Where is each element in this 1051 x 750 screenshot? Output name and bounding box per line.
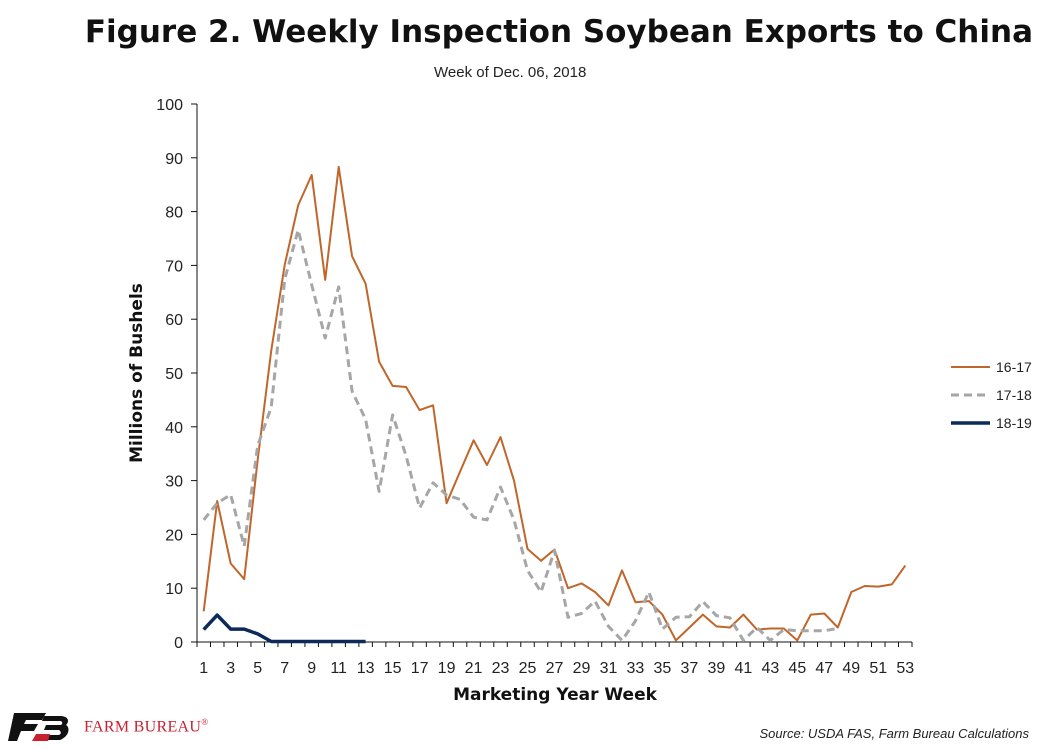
x-tick-label: 45 (788, 660, 806, 677)
plot-area (202, 165, 907, 644)
y-axis-title: Millions of Bushels (127, 283, 147, 463)
x-tick-label: 51 (869, 660, 887, 677)
x-tick-label: 23 (492, 660, 510, 677)
chart-subtitle: Week of Dec. 06, 2018 (434, 64, 587, 81)
x-tick-label: 47 (815, 660, 833, 677)
x-axis: 1 3 5 7 9 11 13 15 17 19 21 23 25 27 29 31 33 35 37 39 41 43 4… (196, 641, 914, 677)
x-tick-label: 3 (226, 660, 235, 677)
y-tick-label: 0 (174, 635, 183, 652)
x-tick-label: 39 (707, 660, 725, 677)
legend-label-17-18: 17-18 (996, 387, 1032, 403)
farm-bureau-logo: FARM BUREAU® (8, 711, 208, 743)
x-tick-label: 15 (384, 660, 402, 677)
y-tick-label: 100 (156, 97, 183, 114)
chart-title: Figure 2. Weekly Inspection Soybean Expo… (84, 14, 1033, 50)
y-tick-label: 70 (165, 258, 183, 275)
x-tick-label: 49 (842, 660, 860, 677)
x-tick-label: 41 (734, 660, 752, 677)
y-tick-label: 30 (165, 474, 183, 491)
y-tick-label: 10 (165, 581, 183, 598)
x-tick-label: 31 (600, 660, 618, 677)
x-tick-label: 33 (627, 660, 645, 677)
source-note: Source: USDA FAS, Farm Bureau Calculatio… (759, 726, 1030, 741)
x-tick-label: 5 (253, 660, 262, 677)
y-axis: 0 10 20 30 40 50 60 70 80 90 100 (156, 97, 198, 652)
farm-bureau-wordmark: FARM BUREAU® (84, 717, 209, 736)
x-tick-label: 19 (438, 660, 456, 677)
y-tick-label: 60 (165, 312, 183, 329)
series-line-16-17 (202, 165, 907, 642)
x-tick-label: 11 (330, 660, 347, 677)
x-tick-label: 29 (573, 660, 591, 677)
y-tick-label: 50 (165, 366, 183, 383)
series-line-17-18 (202, 228, 839, 642)
x-tick-label: 35 (654, 660, 672, 677)
x-tick-label: 27 (546, 660, 564, 677)
series-line-18-19 (202, 613, 366, 644)
x-tick-label: 43 (761, 660, 779, 677)
legend-label-16-17: 16-17 (996, 359, 1032, 375)
legend-label-18-19: 18-19 (996, 415, 1032, 431)
x-tick-label: 21 (465, 660, 483, 677)
legend: 16-17 17-18 18-19 (951, 359, 1032, 431)
y-tick-label: 80 (165, 205, 183, 222)
y-tick-label: 90 (165, 151, 183, 168)
x-tick-label: 25 (519, 660, 537, 677)
x-tick-label: 17 (411, 660, 429, 677)
x-tick-label: 7 (280, 660, 289, 677)
x-axis-title: Marketing Year Week (453, 685, 658, 705)
farm-bureau-fb-icon (8, 713, 69, 741)
y-tick-label: 20 (165, 527, 183, 544)
y-tick-label: 40 (165, 420, 183, 437)
x-tick-label: 13 (357, 660, 375, 677)
x-tick-label: 1 (199, 660, 208, 677)
x-tick-label: 9 (307, 660, 316, 677)
x-tick-label: 37 (681, 660, 699, 677)
x-tick-label: 53 (896, 660, 914, 677)
